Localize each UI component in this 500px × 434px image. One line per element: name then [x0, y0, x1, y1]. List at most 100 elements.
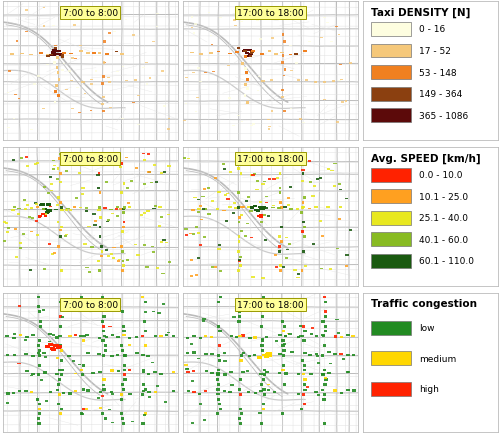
Bar [56, 67, 58, 70]
Bar [208, 13, 210, 14]
Bar [18, 363, 20, 365]
Bar [26, 165, 30, 168]
Bar [302, 231, 304, 233]
Bar [91, 372, 94, 374]
Bar [60, 56, 64, 57]
Bar [203, 189, 206, 191]
Bar [126, 187, 129, 189]
Bar [266, 371, 269, 373]
Bar [296, 277, 300, 279]
Bar [103, 62, 106, 65]
Bar [92, 214, 96, 216]
Bar [278, 334, 282, 336]
Bar [52, 55, 56, 57]
Bar [267, 384, 270, 385]
Bar [197, 199, 200, 201]
Bar [123, 364, 126, 367]
Bar [107, 256, 110, 257]
Bar [281, 97, 283, 99]
Bar [260, 208, 265, 211]
Bar [234, 207, 238, 209]
Bar [45, 212, 49, 214]
Bar [311, 328, 314, 329]
Bar [226, 193, 230, 195]
Bar [55, 85, 58, 88]
Bar [120, 345, 124, 347]
Bar [244, 50, 248, 52]
Bar [244, 84, 247, 86]
Bar [272, 38, 274, 40]
Bar [142, 335, 144, 338]
Bar [223, 374, 226, 376]
Bar [56, 57, 58, 60]
Bar [276, 341, 278, 342]
Bar [192, 370, 196, 372]
Bar [56, 54, 60, 56]
Bar [332, 185, 336, 187]
Bar [240, 359, 242, 362]
Bar [109, 108, 112, 109]
Bar [198, 209, 201, 210]
Bar [346, 389, 350, 391]
Bar [142, 213, 146, 214]
Bar [150, 182, 153, 184]
Bar [38, 374, 40, 376]
Bar [128, 393, 132, 395]
Bar [102, 296, 104, 299]
Bar [281, 412, 284, 415]
Bar [94, 159, 98, 161]
Bar [30, 231, 34, 233]
Bar [42, 209, 45, 211]
Bar [47, 209, 52, 212]
Bar [261, 339, 264, 340]
Bar [106, 220, 110, 221]
Bar [323, 422, 326, 425]
Bar [65, 89, 68, 91]
Bar [59, 173, 62, 175]
Bar [166, 214, 170, 216]
Bar [122, 383, 124, 386]
Bar [52, 252, 56, 254]
Bar [78, 112, 81, 114]
Bar [190, 343, 192, 345]
Bar [53, 62, 56, 65]
Bar [80, 412, 84, 415]
Bar [148, 391, 151, 393]
Bar [39, 204, 44, 207]
Bar [100, 216, 102, 219]
Bar [142, 68, 144, 69]
Bar [162, 172, 166, 174]
Bar [121, 311, 124, 313]
Bar [101, 104, 103, 106]
Bar [264, 196, 268, 198]
Bar [282, 383, 286, 386]
Bar [86, 334, 89, 336]
Bar [192, 234, 195, 236]
Bar [232, 125, 234, 127]
Bar [94, 71, 98, 72]
Bar [70, 54, 73, 55]
Bar [319, 220, 322, 222]
Text: 40.1 - 60.0: 40.1 - 60.0 [420, 235, 469, 244]
Bar [68, 335, 71, 338]
Bar [268, 215, 270, 217]
Bar [105, 249, 108, 251]
Bar [44, 215, 47, 217]
Bar [206, 188, 210, 190]
Bar [282, 62, 284, 65]
Bar [262, 403, 265, 405]
Bar [104, 336, 108, 339]
Bar [206, 60, 208, 61]
Bar [183, 158, 186, 160]
Bar [212, 72, 214, 73]
Bar [35, 220, 38, 223]
Bar [271, 207, 274, 209]
Bar [238, 250, 240, 253]
Text: 17:00 to 18:00: 17:00 to 18:00 [237, 300, 304, 309]
Bar [278, 207, 281, 209]
Bar [276, 178, 279, 179]
Bar [58, 95, 60, 98]
Bar [217, 383, 220, 386]
Bar [259, 391, 262, 392]
Bar [300, 270, 304, 273]
